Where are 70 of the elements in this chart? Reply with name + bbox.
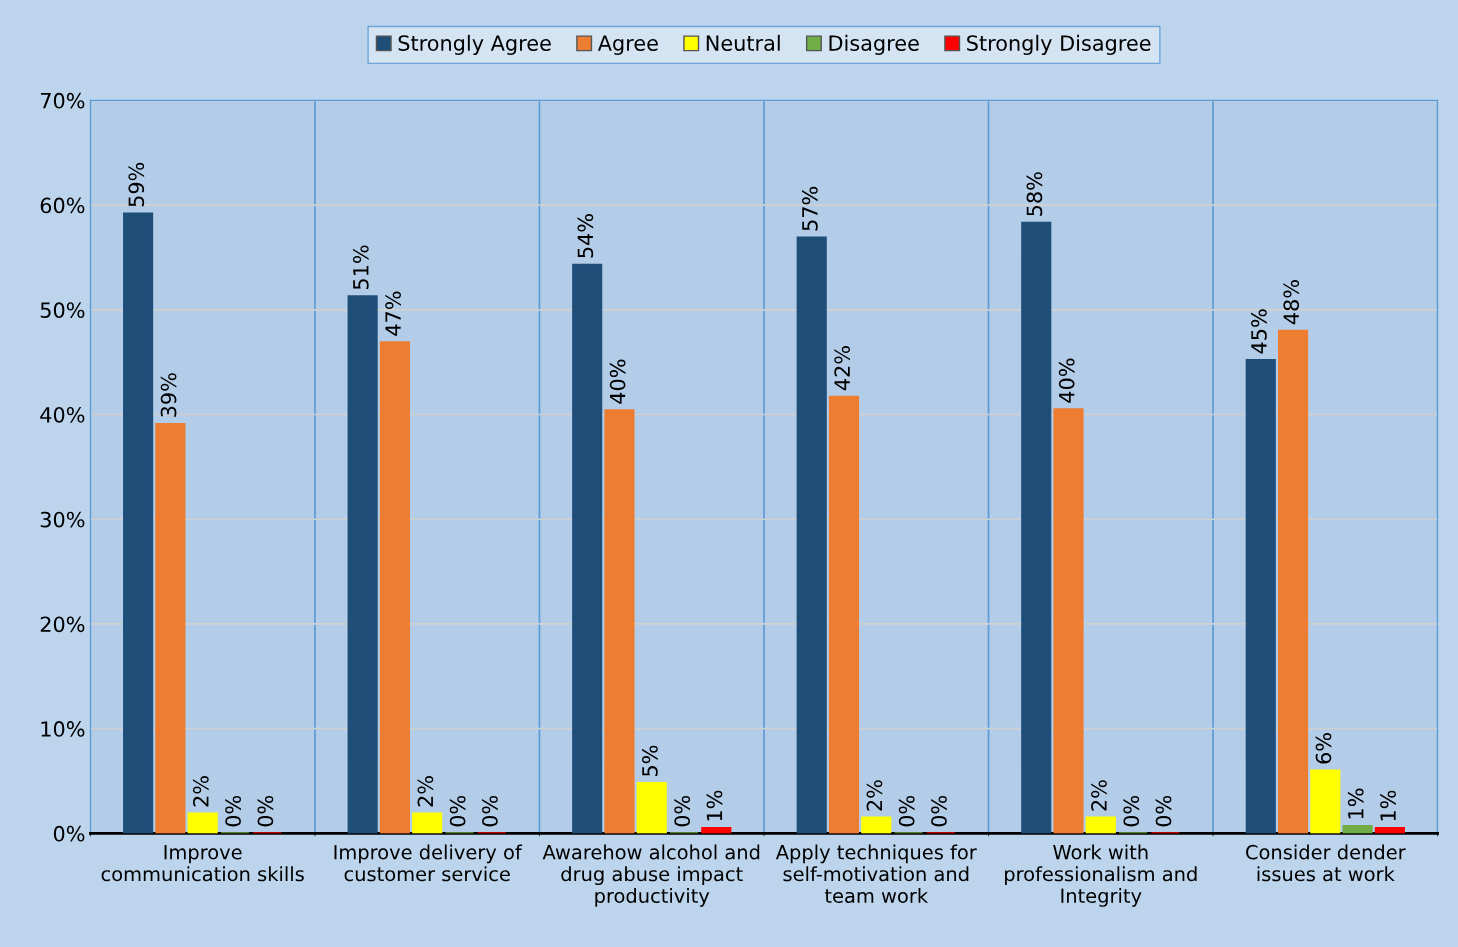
data-label: 0%: [482, 795, 498, 827]
data-label: 2%: [1091, 780, 1107, 811]
legend-label: Agree: [597, 35, 658, 55]
x-tick-label: Improve delivery of customer service: [334, 844, 523, 882]
data-label: 6%: [1315, 733, 1332, 764]
data-label: 0%: [931, 795, 947, 827]
bar: [1342, 824, 1373, 834]
data-label: 0%: [1123, 795, 1140, 827]
bar: [828, 395, 860, 834]
data-label: 42%: [834, 346, 851, 391]
bar: [604, 409, 635, 834]
bar: [347, 295, 378, 834]
bar: [123, 212, 154, 834]
y-tick-label: 20%: [40, 616, 85, 633]
data-label: 2%: [417, 776, 434, 807]
bar: [1310, 769, 1341, 834]
data-label: 58%: [1026, 172, 1043, 216]
y-tick-label: 40%: [40, 406, 85, 423]
data-label: 39%: [160, 373, 177, 417]
legend-label: Strongly Disagree: [967, 34, 1151, 55]
y-tick-label: 30%: [40, 511, 85, 528]
bar: [1053, 408, 1084, 834]
x-tick-label: Awarehow alcohol and drug abuse impact productivity: [542, 844, 760, 907]
y-tick-label: 0%: [53, 825, 85, 842]
bar: [1245, 359, 1276, 834]
data-label: 0%: [898, 795, 915, 827]
bar: [796, 236, 827, 834]
data-label: 47%: [385, 291, 401, 336]
bar: [572, 263, 603, 834]
data-label: 48%: [1283, 280, 1300, 325]
data-label: 54%: [577, 214, 594, 258]
y-tick-label: 10%: [41, 721, 85, 737]
bar: [701, 827, 732, 834]
bar: [1021, 221, 1052, 834]
data-label: 40%: [609, 359, 626, 404]
y-tick-label: 70%: [40, 92, 85, 109]
bar: [412, 812, 443, 834]
data-label: 51%: [352, 245, 369, 290]
x-tick-label: Work with professionalism and Integrity: [1005, 844, 1197, 907]
y-tick-label: 60%: [40, 197, 85, 214]
data-label: 0%: [449, 795, 466, 827]
data-label: 2%: [866, 780, 883, 811]
bar: [1277, 329, 1309, 834]
bar: [155, 422, 186, 834]
bar: [1085, 816, 1116, 834]
data-label: 0%: [257, 795, 274, 827]
bar: [379, 341, 410, 834]
data-label: 45%: [1251, 309, 1267, 354]
data-label: 2%: [192, 776, 209, 807]
data-label: 0%: [674, 795, 691, 827]
legend-label: Strongly Agree: [398, 34, 551, 55]
data-label: 59%: [128, 162, 145, 207]
data-label: 5%: [642, 745, 658, 776]
data-label: 1%: [1380, 790, 1396, 821]
data-label: 1%: [706, 790, 723, 821]
x-tick-label: Apply techniques for self-motivation and team work: [775, 844, 977, 904]
data-label: 57%: [801, 186, 818, 231]
data-label: 0%: [1155, 795, 1172, 827]
bar: [187, 812, 218, 834]
y-tick-label: 50%: [40, 302, 85, 319]
legend-label: Disagree: [829, 34, 919, 55]
bar: [1374, 827, 1405, 834]
data-label: 0%: [225, 795, 241, 827]
x-tick-label: Improve communication skills: [101, 845, 304, 882]
data-label: 1%: [1347, 788, 1364, 819]
bar: [861, 816, 892, 834]
legend-label: Neutral: [706, 34, 780, 51]
bar: [636, 782, 667, 834]
x-tick-label: Consider dender issues at work: [1246, 844, 1406, 882]
data-label: 40%: [1058, 358, 1075, 403]
